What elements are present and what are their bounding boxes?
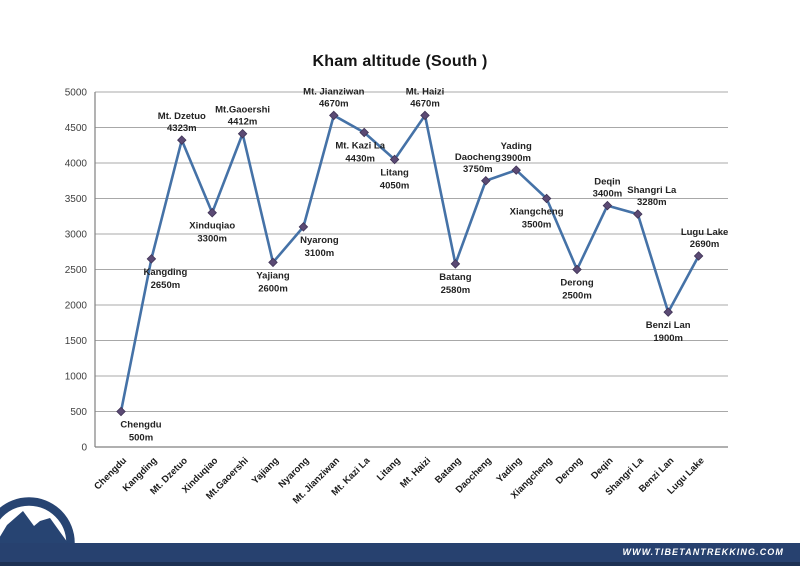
data-point-marker [359,127,369,138]
point-label-value: 3100m [305,248,335,259]
data-point-marker [663,307,673,317]
point-label-name: Yajiang [256,270,289,281]
point-label-value: 2600m [258,283,288,294]
point-label-name: Kangding [143,267,187,278]
footer-url: WWW.TIBETANTREKKING.COM [622,547,784,557]
altitude-series-line [119,114,700,413]
point-label-value: 2650m [151,280,181,291]
point-label-value: 3300m [197,234,227,245]
point-label-value: 2580m [441,285,471,296]
point-label-name: Yading [501,141,532,152]
data-point-marker [298,222,309,232]
y-tick-label: 2500 [65,265,88,276]
data-point-marker [633,209,643,219]
point-label-value: 2690m [690,239,720,250]
point-label-value: 3750m [463,164,493,175]
y-tick-label: 1500 [65,336,88,347]
data-point-marker [541,193,552,204]
data-point-marker [450,259,461,269]
gridlines [95,91,728,412]
data-point-marker [146,254,157,264]
data-point-marker [389,154,400,165]
y-axis-tick-labels: 0 500 1000 1500 2000 2500 3000 3500 4000 4500 5000 [65,88,88,454]
y-tick-label: 0 [81,443,87,454]
y-tick-label: 4500 [65,123,88,134]
data-point-marker [481,175,491,186]
data-point-marker [116,406,126,417]
data-point-marker [329,110,339,121]
data-point-marker [420,110,430,121]
point-label-name: Litang [380,167,409,178]
data-point-marker [602,200,613,211]
point-label-value: 3280m [637,197,667,208]
point-label-name: Mt. Jianziwan [303,86,364,97]
point-label-name: Chengdu [120,420,161,431]
point-label-name: Mt. Haizi [406,86,445,97]
data-point-marker [207,207,217,218]
data-point-marker [693,251,704,261]
point-label-value: 1900m [653,333,683,344]
point-label-value: 4430m [345,153,375,164]
point-label-name: Mt.Gaoershi [215,105,270,116]
point-label-name: Mt. Dzetuo [158,111,206,122]
y-tick-label: 3000 [65,230,88,241]
x-category-label: Derong [554,455,585,486]
point-label-name: Batang [439,272,471,283]
point-label-value: 3400m [593,189,623,200]
point-label-name: Mt. Kazi La [335,140,385,151]
point-label-name: Benzi Lan [646,320,691,331]
point-label-value: 2500m [562,291,592,302]
x-category-label: Yading [495,455,525,485]
x-category-label: Deqin [589,455,616,482]
data-point-marker [572,264,582,275]
point-label-value: 4412m [228,117,258,128]
x-category-label: Litang [375,455,403,483]
x-category-label: Mt. Haizi [398,455,433,490]
point-label-name: Shangri La [627,185,677,196]
point-label-name: Xinduqiao [189,221,235,232]
chart-title: Kham altitude (South ) [312,53,488,70]
y-tick-label: 500 [70,407,87,418]
y-tick-label: 5000 [65,88,88,99]
y-tick-label: 1000 [65,372,88,383]
point-label-name: Derong [560,278,593,289]
point-label-name: Lugu Lake [681,227,729,238]
point-label-value: 4050m [380,180,410,191]
point-label-value: 500m [129,433,153,444]
point-label-value: 4670m [410,98,440,109]
data-point-marker [237,128,248,139]
footer-bar: WWW.TIBETANTREKKING.COM [0,543,800,566]
point-label-value: 4323m [167,123,197,134]
point-label-name: Deqin [594,177,621,188]
point-label-name: Daocheng [455,152,501,163]
data-point-marker [268,257,278,268]
logo-mountains [0,511,73,550]
y-tick-label: 2000 [65,301,88,312]
data-point-marker [177,135,187,145]
point-label-value: 3900m [501,153,531,164]
point-label-value: 4670m [319,98,349,109]
point-label-value: 3500m [522,220,552,231]
y-tick-label: 3500 [65,194,88,205]
point-label-name: Xiangcheng [510,207,564,218]
y-tick-label: 4000 [65,159,88,170]
point-label-name: Nyarong [300,235,339,246]
data-point-marker [511,165,521,175]
data-point-markers [116,110,704,417]
